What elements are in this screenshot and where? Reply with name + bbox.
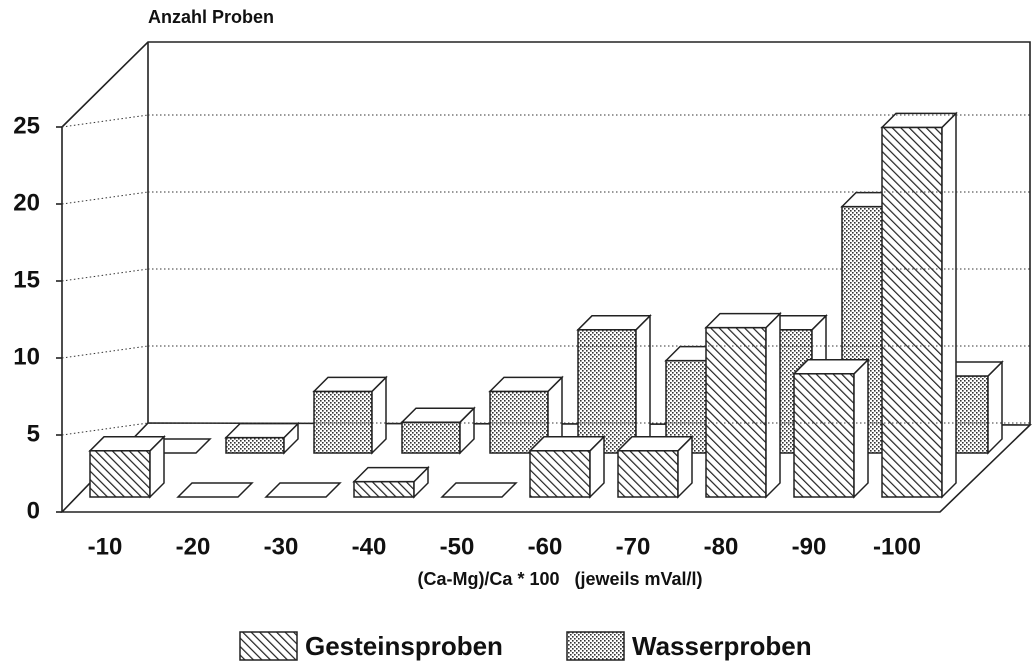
bar — [88, 434, 166, 499]
bar-front — [225, 436, 285, 454]
bar-top — [224, 422, 300, 439]
grid-line — [61, 345, 149, 359]
grid-line — [61, 422, 149, 436]
x-tick-label: -100 — [873, 533, 921, 560]
grid-line — [61, 268, 149, 282]
bar-front — [617, 450, 679, 498]
bar-top — [312, 376, 388, 393]
bar-side — [941, 111, 957, 499]
bar — [792, 357, 870, 499]
bar-front — [313, 390, 373, 454]
bar — [616, 434, 694, 499]
bar-top — [88, 436, 166, 452]
bar-top — [400, 407, 476, 423]
bar-front — [881, 126, 943, 498]
legend-swatch — [566, 631, 625, 661]
x-axis-title: (Ca-Mg)/Ca * 100 (jeweils mVal/l) — [417, 569, 702, 589]
bar-front — [529, 450, 591, 498]
bar — [224, 421, 300, 455]
bar — [352, 465, 430, 499]
bar — [880, 111, 958, 499]
bar-side — [635, 313, 651, 455]
x-tick-label: -20 — [176, 533, 211, 560]
y-axis-title: Anzahl Proben — [148, 7, 274, 27]
bar-top — [880, 112, 958, 129]
plot — [88, 111, 1004, 499]
bar-front — [401, 421, 461, 454]
bar — [400, 406, 476, 455]
y-tick-label: 10 — [13, 343, 40, 370]
bar — [528, 434, 606, 499]
x-tick-label: -30 — [264, 533, 299, 560]
x-tick-label: -90 — [792, 533, 827, 560]
bar — [440, 482, 518, 498]
y-tick-label: 5 — [27, 420, 40, 447]
bar-front — [577, 329, 637, 454]
legend-swatch — [239, 631, 298, 661]
bar — [704, 311, 782, 499]
x-tick-label: -80 — [704, 533, 739, 560]
bar-top — [616, 436, 694, 452]
bar — [488, 375, 564, 455]
x-tick-label: -60 — [528, 533, 563, 560]
bar-top — [264, 482, 342, 498]
bar-front — [89, 450, 151, 498]
bar — [176, 482, 254, 498]
bar-top — [440, 482, 518, 498]
bar-front — [793, 373, 855, 498]
bar-side — [765, 311, 781, 499]
bar-top — [576, 315, 652, 331]
grid-line — [61, 114, 149, 128]
bar-top — [528, 436, 606, 452]
y-tick-label: 20 — [13, 189, 40, 216]
legend-label: Wasserproben — [632, 631, 812, 661]
y-tick-label: 15 — [13, 266, 40, 293]
bar-front — [353, 480, 415, 498]
bar-side — [987, 360, 1003, 455]
y-tick-label: 25 — [13, 112, 40, 139]
bar-front — [705, 326, 767, 498]
grid-line — [61, 191, 149, 205]
bar-top — [488, 376, 564, 393]
bar-top — [352, 466, 430, 483]
x-tick-label: -70 — [616, 533, 651, 560]
bar — [576, 313, 652, 455]
bar-top — [792, 359, 870, 375]
bar-side — [853, 357, 869, 499]
bar — [312, 375, 388, 455]
bar-top — [176, 482, 254, 498]
x-tick-label: -10 — [88, 533, 123, 560]
bar — [264, 482, 342, 498]
x-tick-label: -40 — [352, 533, 387, 560]
x-tick-label: -50 — [440, 533, 475, 560]
legend-label: Gesteinsproben — [305, 631, 503, 661]
bar-top — [704, 312, 782, 329]
y-tick-label: 0 — [27, 497, 40, 524]
